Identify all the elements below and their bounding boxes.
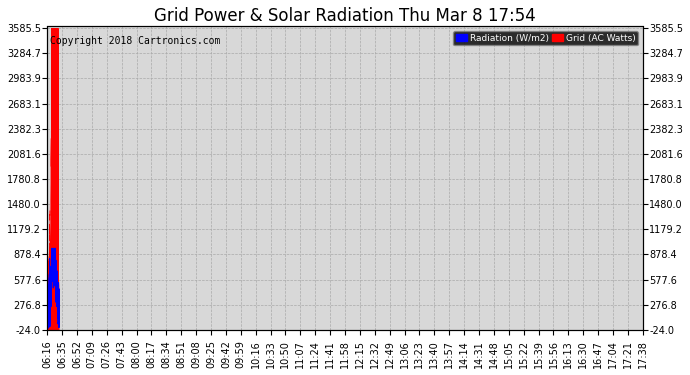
Text: Copyright 2018 Cartronics.com: Copyright 2018 Cartronics.com <box>50 36 221 46</box>
Legend: Radiation (W/m2), Grid (AC Watts): Radiation (W/m2), Grid (AC Watts) <box>453 31 638 45</box>
Title: Grid Power & Solar Radiation Thu Mar 8 17:54: Grid Power & Solar Radiation Thu Mar 8 1… <box>154 7 536 25</box>
